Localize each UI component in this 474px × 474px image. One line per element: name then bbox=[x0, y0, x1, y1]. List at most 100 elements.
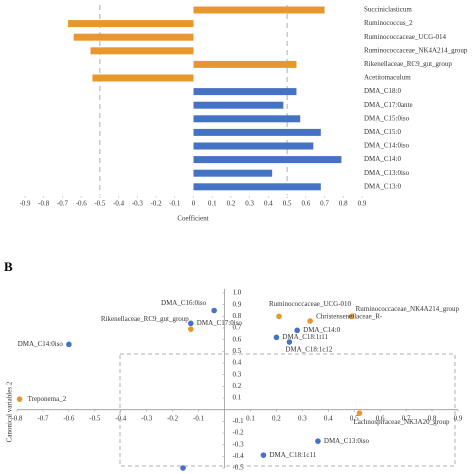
x-tick-label: -0.8 bbox=[38, 200, 50, 208]
y-tick-label: 0.2 bbox=[233, 382, 242, 390]
point bbox=[356, 410, 363, 416]
point-label: Rikenellaceae_RC9_gut_group bbox=[101, 315, 189, 323]
x-tick-label: 0.8 bbox=[339, 200, 348, 208]
x-tick-label: 0.1 bbox=[246, 414, 255, 422]
y-tick-label: 0.4 bbox=[233, 359, 242, 367]
point bbox=[16, 396, 23, 402]
y-tick-label: -0.4 bbox=[233, 452, 245, 460]
y-axis-label: Canonical variables 2 bbox=[6, 381, 14, 442]
bar bbox=[193, 88, 297, 96]
point bbox=[211, 307, 217, 314]
x-tick-label: 0.1 bbox=[208, 200, 217, 208]
x-tick-label: 0.7 bbox=[320, 200, 329, 208]
category-label: DMA_C15:0 bbox=[364, 128, 401, 136]
x-tick-label: -0.3 bbox=[132, 200, 144, 208]
bar bbox=[193, 142, 314, 150]
bar bbox=[68, 20, 194, 28]
x-tick-label: -0.5 bbox=[89, 414, 101, 422]
point-label: Ruminococcaceae_UCG-010 bbox=[269, 300, 352, 308]
bar bbox=[193, 101, 284, 109]
point-label: DMA_C18:1t11 bbox=[282, 333, 328, 341]
panel-label: B bbox=[4, 259, 13, 274]
x-tick-label: -0.8 bbox=[11, 414, 23, 422]
x-tick-label: 0.6 bbox=[376, 414, 385, 422]
point-label: Ruminococcaceae_NK4A214_group bbox=[356, 305, 460, 313]
x-tick-label: -0.7 bbox=[37, 414, 49, 422]
category-label: DMA_C14:0 bbox=[364, 155, 401, 163]
y-tick-label: 0.7 bbox=[233, 324, 242, 332]
category-label: Acetitomaculum bbox=[364, 74, 411, 82]
point-label: DMA_C18:1c11 bbox=[269, 451, 316, 459]
y-tick-label: 0.8 bbox=[233, 312, 242, 320]
point-label: DMA_C14:0iso bbox=[18, 340, 64, 348]
x-tick-label: -0.7 bbox=[57, 200, 69, 208]
category-label: Ruminococcaceae_UCG-014 bbox=[364, 33, 447, 41]
x-tick-label: 0.7 bbox=[402, 414, 411, 422]
point-label: DMA_C18:1c12 bbox=[285, 346, 333, 354]
point bbox=[307, 318, 313, 324]
category-label: Ruminococcaceae_NK4A214_group bbox=[364, 46, 468, 54]
category-label: DMA_C18:0 bbox=[364, 87, 401, 95]
bar bbox=[90, 47, 194, 55]
category-label: Succiniclasticum bbox=[364, 6, 412, 14]
point bbox=[188, 320, 194, 327]
point bbox=[188, 326, 194, 332]
x-axis-label: Coefficient bbox=[177, 215, 208, 223]
point-label: DMA_C14:0 bbox=[303, 326, 340, 334]
x-tick-label: -0.2 bbox=[151, 200, 163, 208]
bar bbox=[73, 33, 194, 41]
point-label: Lachnospiraceae_NK3A20_group bbox=[353, 418, 450, 426]
point bbox=[180, 465, 186, 471]
x-tick-label: -0.3 bbox=[141, 414, 153, 422]
point bbox=[276, 313, 282, 320]
bar bbox=[92, 74, 194, 82]
x-tick-label: -0.1 bbox=[169, 200, 181, 208]
y-tick-label: 1.0 bbox=[233, 289, 242, 297]
x-tick-label: -0.2 bbox=[167, 414, 179, 422]
point-label: Christensenellaceae_R- bbox=[316, 313, 383, 321]
point bbox=[315, 438, 321, 444]
y-tick-label: 0.9 bbox=[233, 300, 242, 308]
y-tick-label: -0.3 bbox=[233, 440, 245, 448]
point-label: DMA_C16:0iso bbox=[161, 299, 207, 307]
bar bbox=[193, 6, 325, 14]
x-tick-label: 0.9 bbox=[454, 414, 463, 422]
point bbox=[273, 334, 280, 341]
point-label: DMA_C13:0iso bbox=[324, 437, 370, 445]
y-tick-label: -0.5 bbox=[233, 464, 245, 472]
x-tick-label: 0.4 bbox=[264, 200, 273, 208]
x-tick-label: 0.4 bbox=[324, 414, 333, 422]
x-tick-label: -0.9 bbox=[19, 200, 31, 208]
bar bbox=[193, 128, 321, 136]
x-tick-label: -0.6 bbox=[76, 200, 88, 208]
category-label: Rikenellaceae_RC9_gut_group bbox=[364, 60, 452, 68]
y-tick-label: -0.1 bbox=[233, 417, 245, 425]
x-tick-label: -0.4 bbox=[113, 200, 125, 208]
point bbox=[348, 313, 355, 320]
bar bbox=[193, 115, 301, 123]
y-tick-label: 0.6 bbox=[233, 335, 242, 343]
category-label: DMA_C17:0ante bbox=[364, 101, 413, 109]
x-tick-label: 0.3 bbox=[245, 200, 254, 208]
x-tick-label: -0.1 bbox=[193, 414, 205, 422]
y-tick-label: 0.3 bbox=[233, 370, 242, 378]
point bbox=[260, 452, 267, 458]
y-tick-label: -0.2 bbox=[233, 429, 245, 437]
point bbox=[66, 341, 72, 348]
category-label: DMA_C13:0 bbox=[364, 182, 401, 190]
bar bbox=[193, 183, 321, 191]
bar bbox=[193, 156, 342, 164]
x-tick-label: -0.4 bbox=[115, 414, 127, 422]
x-tick-label: 0.9 bbox=[358, 200, 367, 208]
point bbox=[294, 327, 300, 334]
point-label: Treponema_2 bbox=[28, 395, 67, 403]
category-label: DMA_C14:0iso bbox=[364, 142, 410, 150]
x-tick-label: 0.3 bbox=[298, 414, 307, 422]
category-label: DMA_C13:0iso bbox=[364, 169, 410, 177]
bar bbox=[193, 169, 273, 177]
x-tick-label: -0.6 bbox=[63, 414, 75, 422]
bar bbox=[193, 60, 297, 68]
x-tick-label: 0.5 bbox=[283, 200, 292, 208]
